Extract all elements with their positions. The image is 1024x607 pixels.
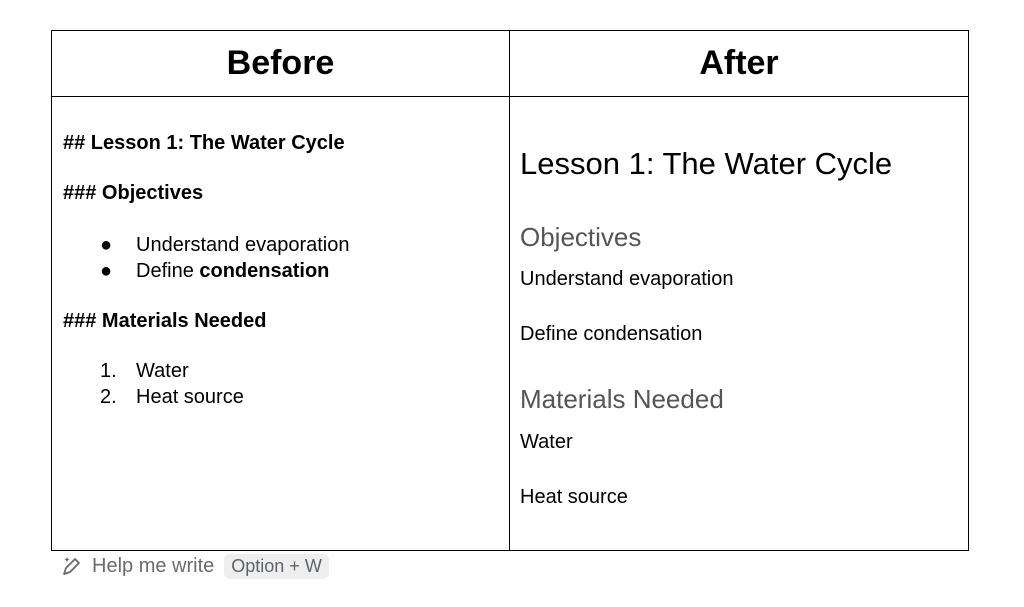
before-lesson-heading: ## Lesson 1: The Water Cycle xyxy=(63,132,345,154)
before-cell[interactable]: ## Lesson 1: The Water Cycle ### Objecti… xyxy=(52,97,510,550)
after-materials-heading: Materials Needed xyxy=(520,384,724,414)
after-paragraph: Define condensation xyxy=(520,323,703,345)
after-paragraph: Understand evaporation xyxy=(520,268,734,290)
list-item-text: Understand evaporation xyxy=(136,234,350,256)
shortcut-badge: Option + W xyxy=(224,553,329,579)
help-me-write-label[interactable]: Help me write xyxy=(92,554,215,577)
number-marker: 2. xyxy=(100,386,117,408)
list-item-text: Define condensation xyxy=(136,260,329,283)
list-item: 1. Water xyxy=(100,360,189,383)
comparison-table: Before After ## Lesson 1: The Water Cycl… xyxy=(51,30,969,551)
header-before-label: Before xyxy=(226,44,335,82)
after-title: Lesson 1: The Water Cycle xyxy=(520,146,893,181)
list-item: 2. Heat source xyxy=(100,386,244,409)
after-cell[interactable]: Lesson 1: The Water Cycle Objectives Und… xyxy=(510,97,968,550)
list-item: ● Understand evaporation xyxy=(100,234,349,257)
bullet-marker: ● xyxy=(100,260,113,282)
list-item: ● Define condensation xyxy=(100,260,329,283)
before-materials-heading: ### Materials Needed xyxy=(63,310,267,332)
number-marker: 1. xyxy=(100,360,117,382)
pencil-sparkle-icon[interactable] xyxy=(60,554,84,578)
header-after: After xyxy=(510,31,968,97)
list-item-bold: condensation xyxy=(199,260,330,282)
list-item-plain: Define xyxy=(136,260,200,282)
header-before: Before xyxy=(52,31,510,97)
after-objectives-heading: Objectives xyxy=(520,222,642,252)
after-paragraph: Heat source xyxy=(520,486,628,508)
list-item-text: Water xyxy=(136,360,189,382)
help-me-write[interactable]: Help me write Option + W xyxy=(60,553,329,579)
list-item-text: Heat source xyxy=(136,386,244,408)
after-paragraph: Water xyxy=(520,431,573,453)
before-objectives-heading: ### Objectives xyxy=(63,182,204,204)
header-after-label: After xyxy=(699,44,779,82)
bullet-marker: ● xyxy=(100,234,113,256)
